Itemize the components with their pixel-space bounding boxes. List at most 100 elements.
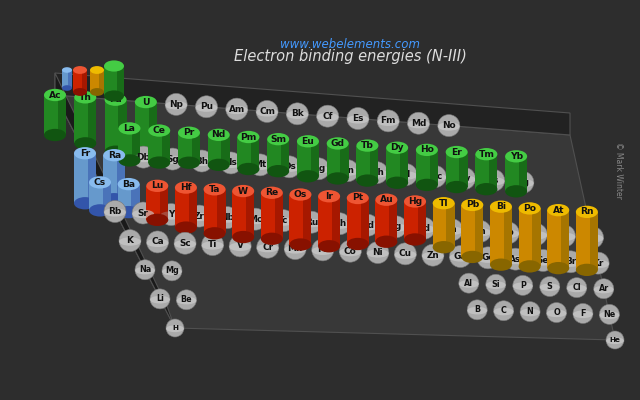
Text: Os: Os xyxy=(294,190,307,199)
Ellipse shape xyxy=(518,260,541,272)
Text: I: I xyxy=(563,232,566,240)
Polygon shape xyxy=(519,156,527,191)
Ellipse shape xyxy=(504,256,527,264)
Ellipse shape xyxy=(356,140,378,152)
Polygon shape xyxy=(504,207,512,265)
Ellipse shape xyxy=(289,188,312,201)
Circle shape xyxy=(257,236,278,258)
Text: Ta: Ta xyxy=(209,185,220,194)
Text: Re: Re xyxy=(265,188,278,197)
Circle shape xyxy=(244,208,266,230)
Circle shape xyxy=(467,300,487,320)
Ellipse shape xyxy=(416,179,438,191)
Polygon shape xyxy=(116,66,124,96)
Circle shape xyxy=(438,114,460,136)
Polygon shape xyxy=(281,139,289,171)
Circle shape xyxy=(606,331,624,349)
Circle shape xyxy=(497,222,519,244)
Ellipse shape xyxy=(195,104,218,112)
Ellipse shape xyxy=(459,280,479,288)
Circle shape xyxy=(424,166,446,188)
Polygon shape xyxy=(82,70,87,92)
Ellipse shape xyxy=(220,160,242,168)
Polygon shape xyxy=(326,144,349,178)
Text: Am: Am xyxy=(228,105,245,114)
Polygon shape xyxy=(147,186,168,220)
Ellipse shape xyxy=(175,182,197,194)
Ellipse shape xyxy=(297,170,319,182)
Ellipse shape xyxy=(376,236,397,248)
Ellipse shape xyxy=(104,208,126,216)
Text: Rg: Rg xyxy=(312,164,325,173)
Ellipse shape xyxy=(89,176,111,188)
Ellipse shape xyxy=(284,245,306,254)
Ellipse shape xyxy=(286,110,308,119)
Text: Gd: Gd xyxy=(331,139,345,148)
Polygon shape xyxy=(275,193,283,239)
Text: He: He xyxy=(609,337,620,343)
Ellipse shape xyxy=(547,310,566,317)
Text: Ge: Ge xyxy=(481,253,495,262)
Polygon shape xyxy=(90,70,104,92)
Text: Cu: Cu xyxy=(399,249,412,258)
Text: Fr: Fr xyxy=(80,149,90,158)
Ellipse shape xyxy=(148,124,170,137)
Text: Rn: Rn xyxy=(580,207,594,216)
Ellipse shape xyxy=(367,249,389,258)
Circle shape xyxy=(188,205,211,227)
Ellipse shape xyxy=(308,166,330,174)
Text: Tm: Tm xyxy=(479,150,494,159)
Polygon shape xyxy=(88,153,96,203)
Polygon shape xyxy=(303,194,312,244)
Ellipse shape xyxy=(490,200,512,213)
Ellipse shape xyxy=(89,204,111,216)
Circle shape xyxy=(504,248,527,270)
Text: Hg: Hg xyxy=(408,197,422,206)
Polygon shape xyxy=(461,205,483,257)
Polygon shape xyxy=(178,133,200,163)
Text: U: U xyxy=(142,98,150,106)
Text: At: At xyxy=(552,206,564,215)
Ellipse shape xyxy=(582,234,604,242)
Polygon shape xyxy=(58,95,66,135)
Ellipse shape xyxy=(261,233,283,245)
Ellipse shape xyxy=(174,240,196,248)
Ellipse shape xyxy=(119,237,141,246)
Text: Ce: Ce xyxy=(153,126,166,135)
Circle shape xyxy=(301,211,323,233)
Ellipse shape xyxy=(147,239,168,247)
Circle shape xyxy=(408,112,429,134)
Circle shape xyxy=(366,162,388,184)
Text: Lu: Lu xyxy=(151,181,163,190)
Polygon shape xyxy=(117,155,125,199)
Ellipse shape xyxy=(177,297,196,304)
Ellipse shape xyxy=(326,172,349,185)
Circle shape xyxy=(104,200,126,222)
Ellipse shape xyxy=(150,296,170,304)
Circle shape xyxy=(191,150,212,172)
Ellipse shape xyxy=(416,144,438,156)
Circle shape xyxy=(377,110,399,132)
Text: Bh: Bh xyxy=(195,156,209,166)
Text: N: N xyxy=(527,307,534,316)
Ellipse shape xyxy=(377,118,399,126)
Circle shape xyxy=(347,108,369,130)
Text: Tc: Tc xyxy=(278,216,289,225)
Text: Electron binding energies (N-III): Electron binding energies (N-III) xyxy=(234,50,467,64)
Text: Te: Te xyxy=(531,230,542,239)
Ellipse shape xyxy=(204,227,225,240)
Text: Sm: Sm xyxy=(270,135,286,144)
Ellipse shape xyxy=(229,243,251,251)
Polygon shape xyxy=(88,97,96,143)
Text: K: K xyxy=(127,236,133,245)
Ellipse shape xyxy=(513,282,532,290)
Text: Zr: Zr xyxy=(194,212,205,220)
Polygon shape xyxy=(561,210,569,268)
Polygon shape xyxy=(103,155,125,199)
Ellipse shape xyxy=(118,122,141,134)
Circle shape xyxy=(540,276,560,296)
Ellipse shape xyxy=(202,241,223,250)
Circle shape xyxy=(216,207,238,229)
Ellipse shape xyxy=(329,220,351,229)
Ellipse shape xyxy=(461,251,483,263)
